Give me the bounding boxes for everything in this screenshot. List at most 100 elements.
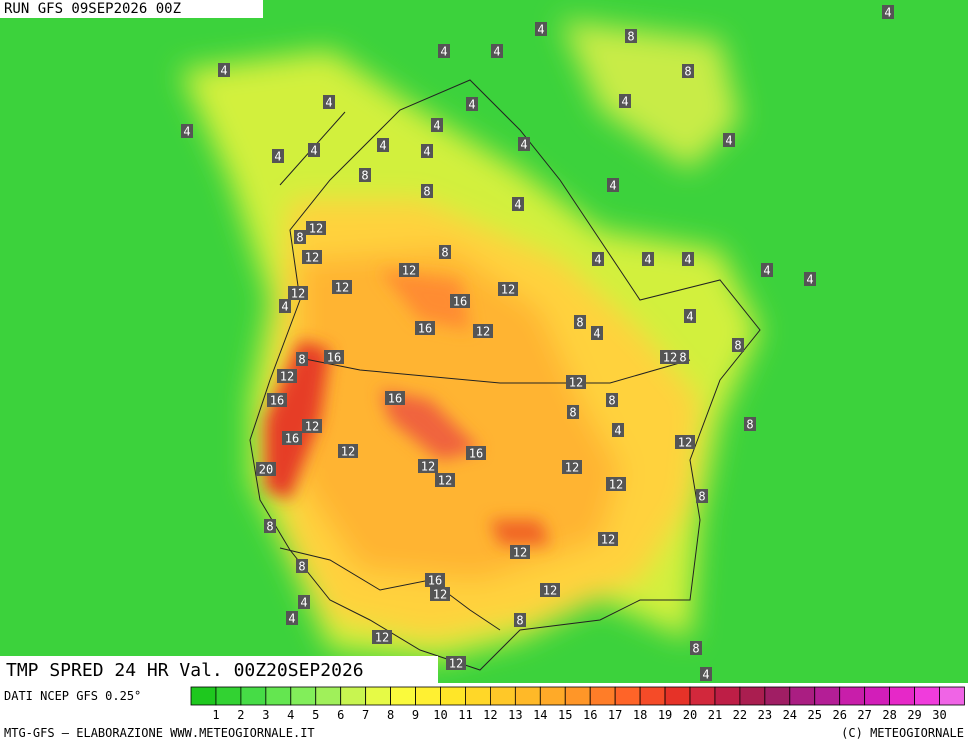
- contour-label-box: [660, 350, 680, 364]
- contour-label-box: [677, 350, 689, 364]
- contour-label: 4: [686, 310, 693, 324]
- contour-label-box: [498, 282, 518, 296]
- contour-label: 4: [702, 668, 709, 682]
- contour-label-box: [612, 423, 624, 437]
- contour-label-box: [562, 460, 582, 474]
- contour-label: 12: [421, 460, 435, 474]
- contour-label-box: [591, 326, 603, 340]
- contour-label-box: [377, 138, 389, 152]
- contour-label-box: [332, 280, 352, 294]
- contour-label-box: [438, 44, 450, 58]
- contour-label: 4: [433, 119, 440, 133]
- scale-swatch: [514, 686, 541, 706]
- footer-right: (C) METEOGIORNALE: [841, 726, 964, 740]
- contour-label: 12: [569, 376, 583, 390]
- contour-label: 12: [501, 283, 515, 297]
- contour-label-box: [607, 178, 619, 192]
- contour-label: 16: [327, 351, 341, 365]
- contour-label-box: [415, 321, 435, 335]
- contour-label: 4: [763, 264, 770, 278]
- contour-label-box: [518, 137, 530, 151]
- contour-label-box: [324, 350, 344, 364]
- contour-label: 4: [644, 253, 651, 267]
- contour-label: 16: [285, 432, 299, 446]
- scale-label: 8: [387, 708, 394, 722]
- contour-label: 12: [291, 287, 305, 301]
- contour-label: 12: [341, 445, 355, 459]
- contour-label: 4: [300, 596, 307, 610]
- scale-label: 14: [533, 708, 547, 722]
- scale-swatch: [564, 686, 591, 706]
- contour-label: 12: [305, 251, 319, 265]
- scale-label: 16: [583, 708, 597, 722]
- contour-label: 8: [576, 316, 583, 330]
- scale-label: 28: [882, 708, 896, 722]
- contour-label: 8: [361, 169, 368, 183]
- source-label: DATI NCEP GFS 0.25°: [4, 689, 141, 703]
- scale-swatch: [864, 686, 891, 706]
- scale-swatch: [914, 686, 940, 706]
- contour-label: 4: [281, 300, 288, 314]
- scale-label: 2: [237, 708, 244, 722]
- contour-label-box: [491, 44, 503, 58]
- contour-label-box: [450, 294, 470, 308]
- contour-label: 8: [746, 418, 753, 432]
- contour-label: 8: [698, 490, 705, 504]
- contour-label: 12: [663, 351, 677, 365]
- contour-label-box: [359, 168, 371, 182]
- scale-swatch: [639, 686, 666, 706]
- contour-label: 4: [310, 144, 317, 158]
- contour-label: 8: [692, 642, 699, 656]
- contour-label: 8: [608, 394, 615, 408]
- contour-label-box: [256, 462, 276, 476]
- contour-label-box: [446, 656, 466, 670]
- contour-label-box: [466, 97, 478, 111]
- contour-label: 4: [593, 327, 600, 341]
- contour-label-box: [218, 63, 230, 77]
- scale-label: 29: [907, 708, 921, 722]
- contour-label: 12: [449, 657, 463, 671]
- contour-label: 4: [325, 96, 332, 110]
- scale-label: 23: [758, 708, 772, 722]
- product-box: [0, 656, 438, 683]
- footer-left: MTG-GFS — ELABORAZIONE WWW.METEOGIORNALE…: [4, 726, 315, 740]
- contour-label: 12: [402, 264, 416, 278]
- contour-label: 4: [183, 125, 190, 139]
- contour-label-box: [566, 375, 586, 389]
- contour-label-box: [181, 124, 193, 138]
- scale-label: 21: [708, 708, 722, 722]
- contour-label-box: [567, 405, 579, 419]
- scale-label: 24: [783, 708, 797, 722]
- contour-label-box: [267, 393, 287, 407]
- contour-label: 12: [678, 436, 692, 450]
- contour-label-box: [439, 245, 451, 259]
- contour-label: 4: [274, 150, 281, 164]
- contour-label-box: [421, 144, 433, 158]
- contour-label: 12: [476, 325, 490, 339]
- scale-label: 11: [458, 708, 472, 722]
- contour-label: 8: [627, 30, 634, 44]
- contour-label: 8: [734, 339, 741, 353]
- contour-label: 4: [594, 253, 601, 267]
- contour-label: 4: [614, 424, 621, 438]
- scale-label: 13: [508, 708, 522, 722]
- scale-label: 19: [658, 708, 672, 722]
- scale-label: 5: [312, 708, 319, 722]
- contour-label: 12: [433, 588, 447, 602]
- scale-label: 15: [558, 708, 572, 722]
- contour-label-box: [399, 263, 419, 277]
- contour-label-box: [723, 133, 735, 147]
- contour-label: 16: [428, 574, 442, 588]
- map: [0, 0, 968, 683]
- scale-label: 26: [832, 708, 846, 722]
- scale-swatch: [365, 686, 391, 706]
- scale-swatch: [240, 686, 267, 706]
- contour-label: 4: [440, 45, 447, 59]
- contour-label-box: [264, 519, 276, 533]
- contour-label: 12: [513, 546, 527, 560]
- contour-label: 4: [520, 138, 527, 152]
- contour-label-box: [732, 338, 744, 352]
- scale-swatch: [489, 686, 516, 706]
- contour-label: 16: [453, 295, 467, 309]
